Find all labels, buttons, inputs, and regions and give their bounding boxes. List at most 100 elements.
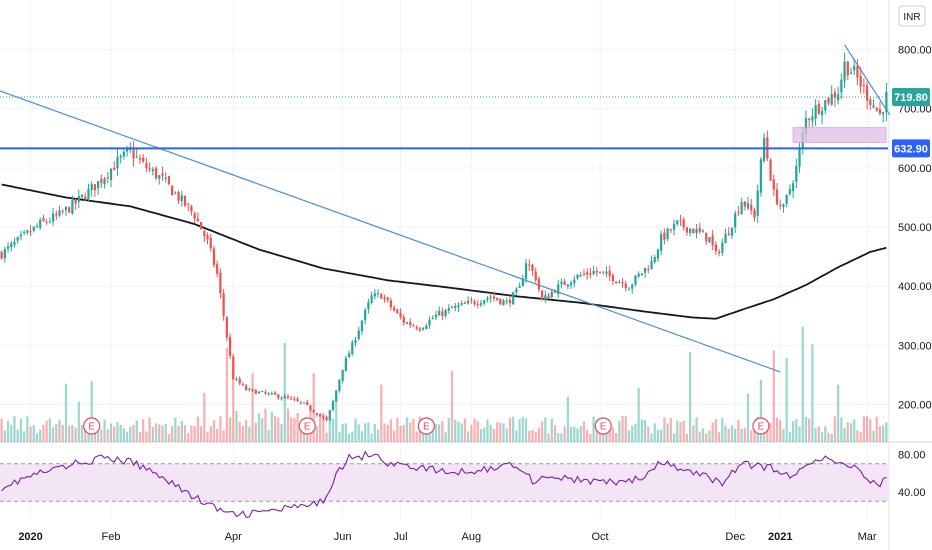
candle-body	[592, 270, 595, 275]
volume-bar	[717, 432, 721, 442]
volume-bar	[701, 428, 705, 442]
candle-body	[605, 271, 608, 274]
candle-body	[634, 275, 637, 285]
candle-body	[618, 281, 621, 284]
earnings-marker[interactable]: E	[752, 417, 770, 435]
volume-bar	[779, 420, 782, 442]
volume-bar	[328, 421, 331, 442]
candle-body	[785, 195, 788, 204]
candle-body	[19, 234, 23, 237]
candle-body	[721, 242, 724, 253]
candle-body	[312, 410, 315, 413]
time-tick-label: Jul	[394, 531, 408, 543]
volume-bar	[158, 424, 161, 442]
candle-body	[576, 274, 579, 279]
candle-body	[865, 85, 869, 101]
volume-bar	[386, 424, 389, 442]
volume-bar	[151, 426, 154, 442]
volume-bar	[769, 422, 772, 442]
volume-bar	[48, 418, 51, 442]
volume-bar	[656, 429, 660, 442]
volume-bar	[679, 422, 682, 442]
volume-bar	[460, 423, 463, 442]
candle-body	[216, 264, 219, 274]
time-axis: 2020 Feb Apr Jun Jul Aug Oct Dec 2021 Mar	[18, 531, 877, 543]
volume-bar	[531, 430, 534, 442]
candle-body	[837, 94, 840, 101]
candle-body	[280, 397, 283, 399]
volume-bar	[569, 426, 573, 442]
volume-bar	[360, 431, 364, 442]
candle-body	[241, 384, 245, 386]
candle-body	[534, 271, 537, 281]
candle-body	[653, 257, 656, 263]
volume-bar	[254, 422, 257, 442]
candle-body	[595, 271, 598, 273]
moving-average-line[interactable]	[1, 183, 887, 320]
candle-body	[602, 271, 605, 273]
candle-body	[286, 396, 290, 398]
earnings-marker[interactable]: E	[83, 417, 101, 435]
candle-body	[132, 149, 135, 159]
volume-bar	[19, 418, 23, 442]
candle-body	[106, 177, 109, 179]
demand-zone[interactable]	[792, 127, 887, 143]
volume-bar	[502, 423, 505, 442]
rsi-line[interactable]	[1, 450, 887, 519]
candle-body	[669, 229, 672, 231]
volume-bar	[183, 425, 187, 442]
earnings-marker[interactable]: E	[298, 417, 316, 435]
earnings-marker[interactable]: E	[594, 417, 612, 435]
candle-body	[421, 328, 425, 330]
candle-body	[347, 353, 351, 358]
volume-bar	[727, 428, 730, 442]
volume-bar	[624, 416, 627, 442]
candle-body	[782, 204, 785, 207]
candle-body	[151, 169, 154, 172]
volume-bar	[605, 426, 608, 442]
candle-body	[248, 388, 251, 390]
volume-bar	[508, 417, 512, 442]
rsi-band	[0, 463, 888, 502]
short-downtrend-line[interactable]	[844, 44, 891, 115]
candle-body	[862, 84, 865, 86]
candle-body	[364, 309, 367, 321]
currency-badge[interactable]	[898, 5, 926, 27]
long-downtrend-line[interactable]	[0, 90, 781, 373]
volume-bar	[132, 425, 135, 442]
volume-bar	[331, 418, 335, 442]
candle-body	[544, 295, 547, 301]
candle-body	[257, 391, 261, 394]
candle-body	[492, 296, 495, 299]
volume-bar	[608, 430, 611, 442]
volume-bar	[660, 429, 663, 442]
earnings-marker-label: E	[600, 422, 607, 433]
candle-body	[425, 325, 428, 329]
volume-bar	[154, 423, 158, 442]
volume-bar	[344, 423, 347, 442]
volume-bar	[518, 419, 521, 442]
candle-body	[16, 237, 19, 241]
volume-bar	[80, 425, 84, 442]
volume-bar	[299, 427, 302, 442]
candle-body	[405, 322, 409, 324]
earnings-marker[interactable]: E	[417, 417, 435, 435]
candle-body	[524, 263, 528, 279]
volume-bar	[586, 429, 589, 442]
volume-bar	[367, 422, 370, 442]
volume-bar	[714, 419, 717, 442]
candle-body	[360, 320, 364, 332]
volume-bar	[241, 425, 245, 442]
candle-body	[344, 358, 347, 371]
rsi-panel	[0, 450, 888, 519]
last-price-tag-bg	[892, 88, 930, 107]
volume-bar	[219, 416, 222, 442]
candle-body	[177, 191, 180, 201]
candle-body	[93, 184, 97, 191]
candle-body	[100, 178, 103, 183]
volume-bar	[129, 426, 132, 442]
volume-bar	[396, 417, 399, 442]
candle-body	[399, 312, 402, 318]
candle-body	[302, 402, 306, 404]
